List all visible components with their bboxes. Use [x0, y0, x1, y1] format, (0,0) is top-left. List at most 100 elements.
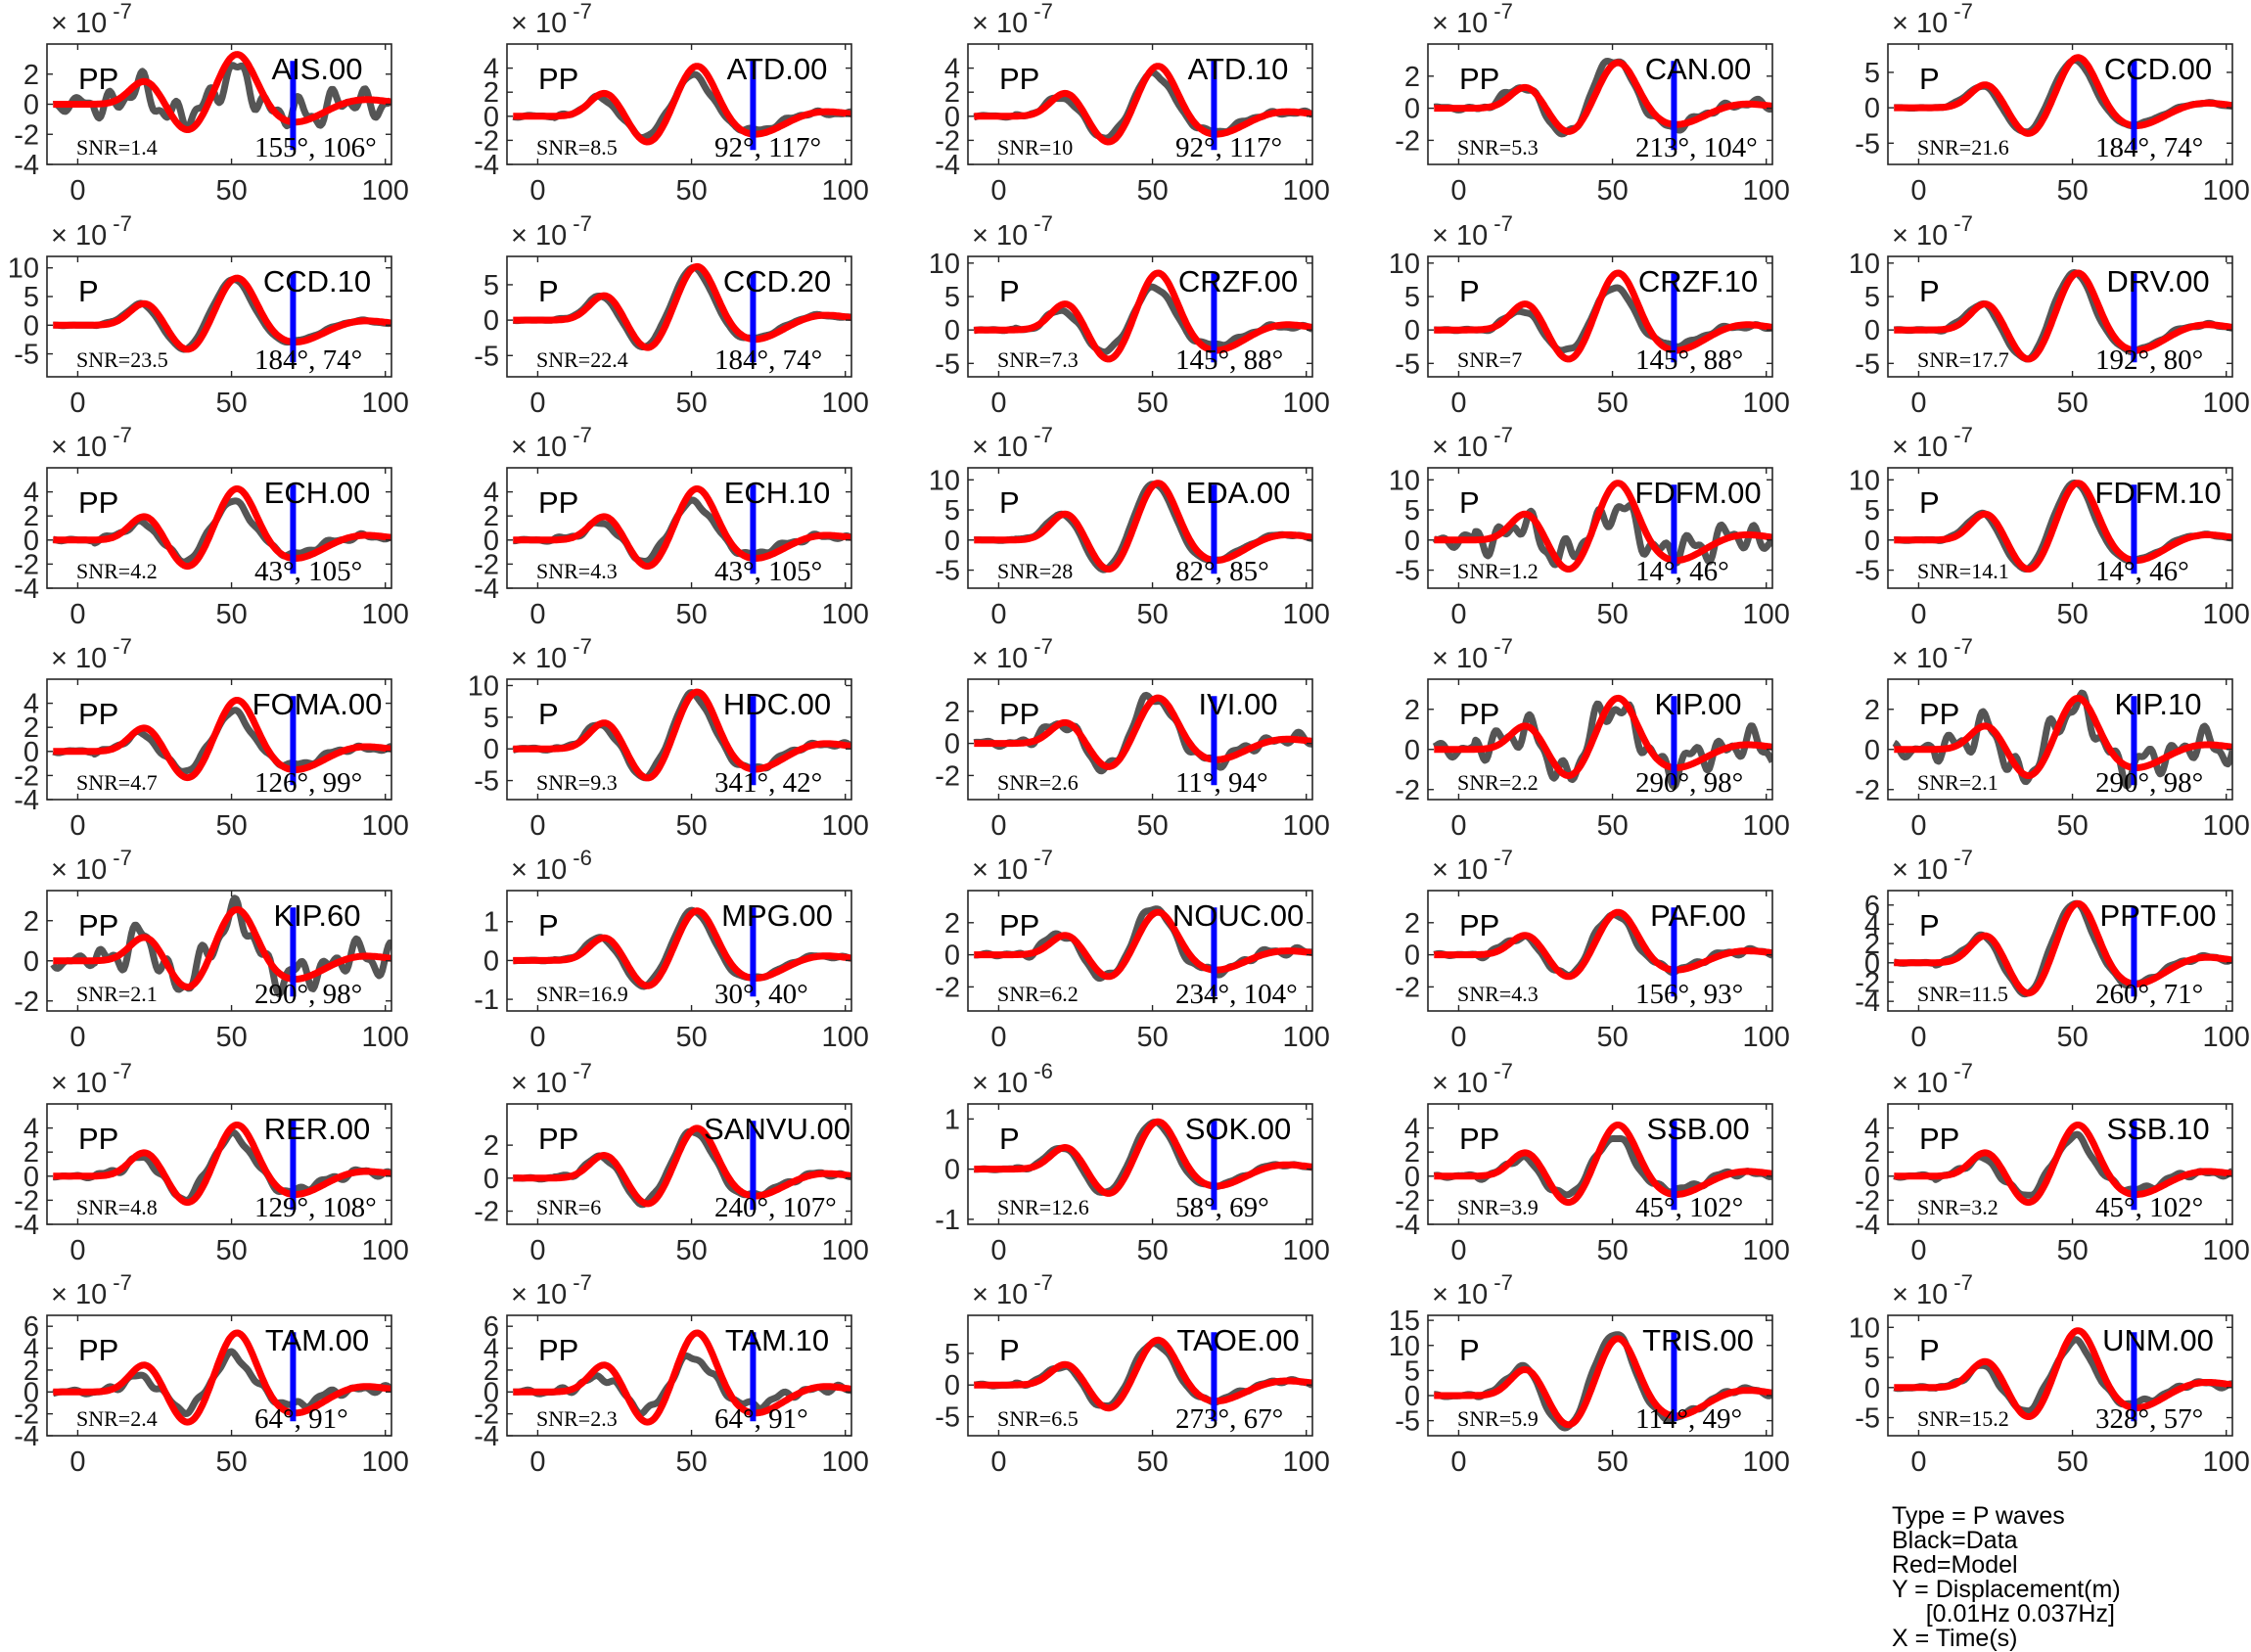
station-label: KIP.60 [273, 898, 360, 933]
station-label: IVI.00 [1199, 687, 1278, 721]
legend-note-xaxis: X = Time(s) [1892, 1625, 2018, 1652]
y-tick-label: -2 [14, 760, 39, 792]
y-exponent-base: × 10 [51, 432, 107, 463]
y-tick-label: -1 [935, 1205, 960, 1236]
x-tick-label: 0 [529, 1235, 545, 1266]
y-exponent-power: -7 [1493, 634, 1513, 659]
y-tick-label: 0 [944, 1155, 960, 1186]
x-tick-label: 50 [215, 599, 247, 630]
y-exponent-label: × 10 -7 [51, 0, 132, 39]
y-exponent-base: × 10 [1432, 8, 1488, 39]
station-label: KIP.00 [1654, 687, 1741, 721]
y-tick-label: -5 [935, 556, 960, 587]
x-tick-label: 50 [2056, 388, 2088, 419]
y-tick-label: 2 [944, 697, 960, 728]
y-tick-label: -4 [1395, 1210, 1420, 1241]
y-exponent-base: × 10 [511, 220, 567, 252]
traces [511, 1329, 851, 1426]
station-label: PPTF.00 [2100, 898, 2217, 933]
traces [972, 1118, 1312, 1211]
angles-label: 213°, 104° [1635, 132, 1758, 163]
angles-label: 129°, 108° [254, 1192, 377, 1223]
traces [1892, 54, 2232, 151]
x-tick-label: 100 [822, 810, 869, 842]
y-exponent-label: × 10 -7 [1432, 211, 1513, 252]
station-label: KIP.10 [2114, 687, 2201, 721]
axes-box [967, 43, 1313, 165]
angles-label: 240°, 107° [714, 1192, 837, 1223]
y-tick-label: 0 [1864, 1373, 1880, 1404]
y-tick-label: 4 [1404, 1114, 1420, 1145]
x-tick-label: 100 [1283, 388, 1330, 419]
angles-label: 184°, 74° [714, 344, 822, 376]
y-exponent-power: -7 [1493, 423, 1513, 447]
angles-label: 260°, 71° [2095, 979, 2203, 1010]
y-tick-label: -4 [1855, 987, 1880, 1018]
phase-label: P [1919, 62, 1940, 96]
x-tick-label: 0 [69, 1446, 85, 1478]
model-trace [511, 1124, 851, 1208]
y-exponent-label: × 10 -7 [972, 846, 1053, 886]
x-tick-label: 100 [822, 1235, 869, 1266]
model-trace [972, 694, 1312, 770]
y-tick-label: 10 [929, 249, 960, 280]
x-tick-label: 0 [69, 810, 85, 842]
model-trace [511, 688, 851, 782]
phase-label: PP [1459, 908, 1499, 942]
y-exponent-label: × 10 -6 [511, 846, 592, 886]
y-exponent-label: × 10 -7 [972, 423, 1053, 463]
y-exponent-base: × 10 [1892, 432, 1948, 463]
y-exponent-label: × 10 -7 [1892, 211, 1973, 252]
panel-kip-00: 0 50 100 -2 0 2 × 10 -7 PP KIP.00 SNR=2.2 290°, 98° [1395, 634, 1790, 842]
y-tick-label: 0 [944, 729, 960, 760]
y-tick-label: -2 [14, 549, 39, 580]
y-tick-label: 4 [23, 1114, 39, 1145]
y-exponent-label: × 10 -7 [1432, 846, 1513, 886]
y-tick-label: 1 [944, 1104, 960, 1135]
model-trace [972, 269, 1312, 363]
angles-label: 45°, 102° [1635, 1192, 1743, 1223]
data-trace [1432, 501, 1772, 569]
x-tick-label: 50 [2056, 1022, 2088, 1053]
y-tick-label: -5 [1855, 556, 1880, 587]
snr-label: SNR=14.1 [1917, 559, 2009, 583]
model-trace [51, 1329, 391, 1426]
y-exponent-power: -6 [573, 846, 592, 870]
y-exponent-label: × 10 -7 [972, 0, 1053, 39]
y-tick-label: 10 [1849, 1312, 1880, 1344]
x-tick-label: 100 [822, 175, 869, 206]
y-tick-label: 2 [23, 1355, 39, 1387]
angles-label: 92°, 117° [714, 132, 821, 163]
y-tick-label: -2 [1395, 125, 1420, 157]
y-tick-label: 0 [1864, 526, 1880, 557]
y-exponent-power: -7 [1493, 846, 1513, 870]
x-tick-label: 50 [1596, 599, 1628, 630]
phase-label: PP [78, 697, 118, 731]
y-tick-label: 10 [929, 465, 960, 496]
model-trace [972, 1118, 1312, 1197]
axes-box [967, 1314, 1313, 1437]
angles-label: 145°, 88° [1175, 344, 1283, 376]
y-tick-label: 0 [23, 310, 39, 342]
x-tick-label: 50 [2056, 599, 2088, 630]
y-exponent-power: -7 [113, 846, 132, 870]
axes-box [506, 43, 852, 165]
y-tick-label: 0 [944, 1370, 960, 1401]
snr-label: SNR=4.3 [1457, 982, 1539, 1006]
y-tick-label: 2 [1404, 1137, 1420, 1169]
y-exponent-label: × 10 -7 [51, 211, 132, 252]
traces [1892, 480, 2232, 574]
y-exponent-base: × 10 [511, 1068, 567, 1099]
traces [1892, 689, 2232, 790]
angles-label: 45°, 102° [2095, 1192, 2203, 1223]
y-tick-label: 4 [1864, 1114, 1880, 1145]
x-tick-label: 0 [1910, 599, 1926, 630]
y-tick-label: 10 [8, 253, 39, 285]
snr-label: SNR=10 [997, 135, 1073, 160]
x-tick-label: 100 [1283, 1022, 1330, 1053]
snr-label: SNR=21.6 [1917, 135, 2009, 160]
